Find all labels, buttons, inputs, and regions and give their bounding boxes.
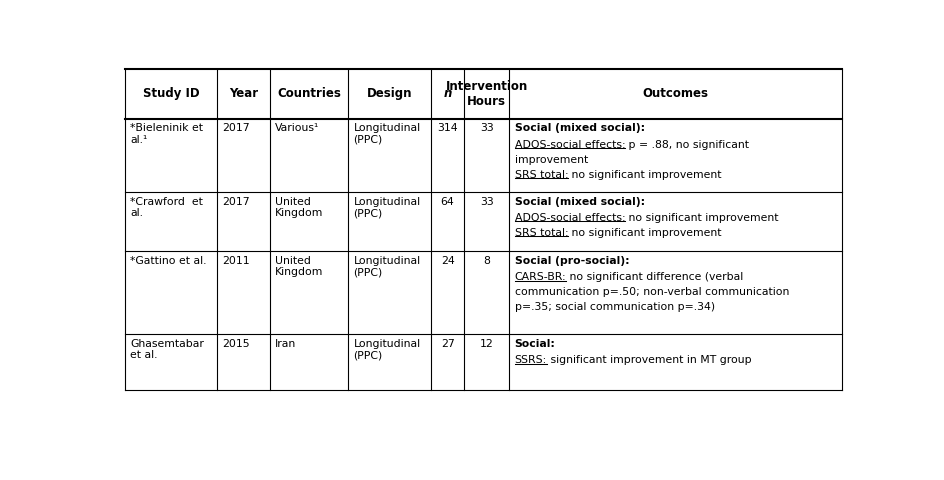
Text: no significant improvement: no significant improvement (568, 170, 721, 180)
Text: *Crawford  et
al.: *Crawford et al. (130, 197, 203, 218)
Text: ADOS-social effects: no significant improvement: ADOS-social effects: no significant impr… (514, 213, 779, 223)
Text: 2011: 2011 (222, 256, 249, 266)
Text: Social:: Social: (514, 339, 555, 349)
Text: 2017: 2017 (222, 197, 249, 206)
Text: SRS total:: SRS total: (514, 228, 568, 238)
Text: Outcomes: Outcomes (643, 87, 709, 100)
Text: Social (mixed social):: Social (mixed social): (514, 123, 645, 133)
Text: improvement: improvement (514, 155, 588, 165)
Text: 12: 12 (480, 339, 494, 349)
Text: Longitudinal
(PPC): Longitudinal (PPC) (354, 256, 421, 277)
Text: Longitudinal
(PPC): Longitudinal (PPC) (354, 197, 421, 218)
Text: Year: Year (228, 87, 258, 100)
Text: 33: 33 (480, 197, 494, 206)
Text: 24: 24 (441, 256, 454, 266)
Text: 8: 8 (483, 256, 490, 266)
Text: CARS-BR: no significant difference (verbal: CARS-BR: no significant difference (verb… (514, 272, 744, 282)
Text: 2015: 2015 (222, 339, 249, 349)
Text: n: n (444, 87, 452, 100)
Text: 64: 64 (441, 197, 454, 206)
Text: ADOS-social effects:: ADOS-social effects: (514, 140, 625, 150)
Text: Iran: Iran (276, 339, 296, 349)
Text: communication p=.50; non-verbal communication: communication p=.50; non-verbal communic… (514, 287, 789, 297)
Text: United
Kingdom: United Kingdom (276, 256, 324, 277)
Text: Study ID: Study ID (143, 87, 199, 100)
Text: Various¹: Various¹ (276, 123, 319, 133)
Text: Longitudinal
(PPC): Longitudinal (PPC) (354, 339, 421, 360)
Text: 27: 27 (441, 339, 454, 349)
Text: CARS-BR:: CARS-BR: (514, 272, 566, 282)
Text: no significant improvement: no significant improvement (625, 213, 779, 223)
Text: p=.35; social communication p=.34): p=.35; social communication p=.34) (514, 302, 715, 312)
Text: Design: Design (367, 87, 413, 100)
Text: 33: 33 (480, 123, 494, 133)
Text: 314: 314 (437, 123, 458, 133)
Text: *Gattino et al.: *Gattino et al. (130, 256, 207, 266)
Text: *Bieleninik et
al.¹: *Bieleninik et al.¹ (130, 123, 204, 145)
Text: SSRS: significant improvement in MT group: SSRS: significant improvement in MT grou… (514, 355, 751, 365)
Text: SSRS:: SSRS: (514, 355, 547, 365)
Text: Social (mixed social):: Social (mixed social): (514, 197, 645, 206)
Text: Countries: Countries (278, 87, 341, 100)
Text: ADOS-social effects:: ADOS-social effects: (514, 213, 625, 223)
Text: 2017: 2017 (222, 123, 249, 133)
Text: SRS total: no significant improvement: SRS total: no significant improvement (514, 170, 721, 180)
Text: ADOS-social effects: p = .88, no significant: ADOS-social effects: p = .88, no signifi… (514, 140, 750, 150)
Text: SRS total:: SRS total: (514, 170, 568, 180)
Text: United
Kingdom: United Kingdom (276, 197, 324, 218)
Text: Intervention
Hours: Intervention Hours (446, 80, 528, 108)
Text: p = .88, no significant: p = .88, no significant (625, 140, 750, 150)
Text: Longitudinal
(PPC): Longitudinal (PPC) (354, 123, 421, 145)
Text: no significant improvement: no significant improvement (568, 228, 721, 238)
Text: no significant difference (verbal: no significant difference (verbal (566, 272, 744, 282)
Text: SRS total: no significant improvement: SRS total: no significant improvement (514, 228, 721, 238)
Text: significant improvement in MT group: significant improvement in MT group (547, 355, 751, 365)
Text: Ghasemtabar
et al.: Ghasemtabar et al. (130, 339, 204, 360)
Text: Social (pro-social):: Social (pro-social): (514, 256, 629, 266)
